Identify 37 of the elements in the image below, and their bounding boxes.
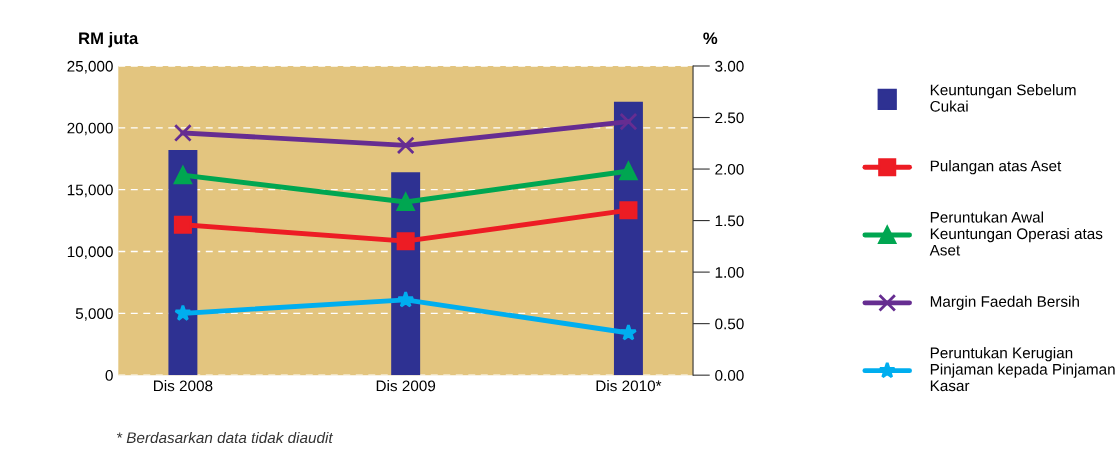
y2-tick-label: 1.50: [715, 215, 744, 227]
point: [173, 215, 192, 234]
y-axis-title: RM juta: [79, 31, 139, 48]
y-tick-label: 15,000: [67, 184, 113, 198]
y-tick-label: 20,000: [67, 122, 113, 136]
y2-tick-label: 0.00: [715, 370, 744, 381]
point: [619, 323, 638, 341]
point: [619, 112, 638, 131]
legend-label: Margin Faedah Bersih: [930, 295, 1079, 310]
y2-tick-label: 1.00: [715, 266, 744, 278]
x-tick-label: Dis 2009: [376, 380, 436, 392]
y2-axis-title: %: [703, 32, 718, 45]
legend-label: Keuntungan Sebelum Cukai: [930, 84, 1076, 112]
bar: [613, 101, 643, 376]
x-tick-label: Dis 2008: [154, 380, 213, 392]
legend-label: Peruntukan Awal Keuntungan Operasi atas Aset: [929, 211, 1103, 256]
point: [396, 193, 415, 212]
point: [619, 162, 638, 181]
y2-tick-label: 2.50: [715, 112, 744, 124]
point: [174, 304, 192, 321]
point: [396, 232, 415, 251]
point: [173, 123, 192, 143]
y-tick-label: 10,000: [67, 246, 113, 259]
y2-tick-label: 2.00: [715, 163, 744, 175]
legend-label: Pulangan atas Aset: [930, 160, 1062, 175]
y-tick-label: 25,000: [67, 60, 113, 74]
text: * Berdasarkan data tidak diaudit: [116, 431, 334, 444]
x-tick-label: Dis 2010*: [596, 380, 662, 392]
point: [396, 136, 415, 155]
y2-tick-label: 3.00: [715, 60, 744, 72]
point: [173, 166, 192, 185]
y2-tick-label: 0.50: [715, 318, 744, 330]
y-tick-label: 5,000: [75, 308, 113, 321]
point: [397, 290, 415, 308]
legend-label: Peruntukan Kerugian Pinjaman kepada Pinjaman Kasar: [930, 347, 1115, 392]
y-tick-label: 0: [105, 370, 113, 381]
point: [619, 201, 638, 220]
